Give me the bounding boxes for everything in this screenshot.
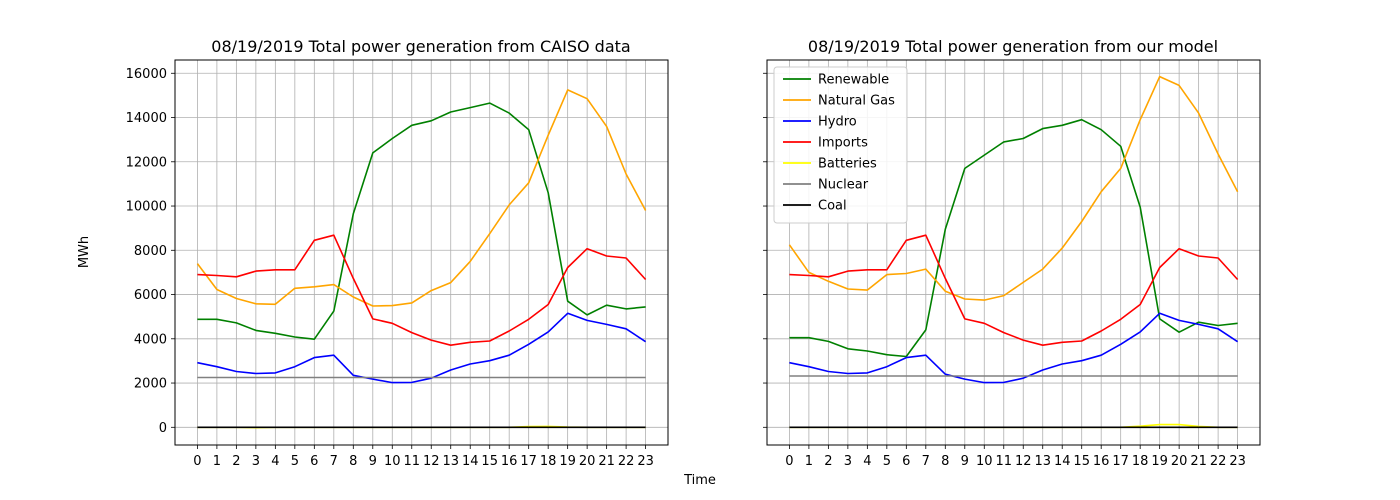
- y-tick-label: 16000: [126, 67, 167, 82]
- x-tick-label: 14: [462, 454, 479, 469]
- x-tick-label: 3: [844, 454, 852, 469]
- y-tick-label: 10000: [126, 200, 167, 215]
- x-tick-label: 18: [1132, 454, 1149, 469]
- x-tick-label: 19: [559, 454, 576, 469]
- chart-model: 08/19/2019 Total power generation from o…: [763, 37, 1261, 469]
- x-tick-label: 13: [1034, 454, 1051, 469]
- legend-label: Imports: [818, 136, 868, 151]
- x-tick-label: 7: [922, 454, 930, 469]
- x-axis: 0 1 2 3 4 5 6 7 8 9 10 11 12 13 14 15 16 17 18 19 20 21 22 23: [785, 445, 1246, 469]
- y-tick-label: 14000: [126, 111, 167, 126]
- x-tick-label: 22: [618, 454, 635, 469]
- series-line-renewable: [789, 118, 1238, 358]
- x-tick-label: 0: [785, 454, 793, 469]
- plot-frame: [174, 59, 669, 446]
- x-tick-label: 16: [1093, 454, 1110, 469]
- x-tick-label: 8: [941, 454, 949, 469]
- y-tick-label: 0: [159, 421, 167, 436]
- x-tick-label: 7: [330, 454, 338, 469]
- x-tick-label: 23: [637, 454, 654, 469]
- x-tick-label: 5: [291, 454, 299, 469]
- series-line-hydro: [789, 312, 1239, 384]
- x-tick-label: 17: [520, 454, 537, 469]
- x-tick-label: 15: [1073, 454, 1090, 469]
- x-tick-label: 5: [883, 454, 891, 469]
- legend-label: Coal: [818, 199, 847, 214]
- x-tick-label: 20: [1171, 454, 1188, 469]
- legend-label: Nuclear: [818, 178, 869, 193]
- x-tick-label: 12: [1015, 454, 1032, 469]
- x-tick-label: 13: [442, 454, 459, 469]
- grid: [175, 60, 668, 445]
- series-line-renewable: [197, 102, 646, 341]
- x-tick-label: 20: [579, 454, 596, 469]
- series-lines: [788, 75, 1239, 429]
- x-axis: 0 1 2 3 4 5 6 7 8 9 10 11 12 13 14 15 16 17 18 19 20 21 22 23: [193, 445, 654, 469]
- series-lines: [196, 89, 647, 429]
- y-axis: [763, 72, 767, 428]
- plot-frame: [766, 59, 1261, 446]
- legend: Renewable Natural Gas Hydro Imports Batterie…: [773, 66, 908, 224]
- x-tick-label: 16: [501, 454, 518, 469]
- x-tick-label: 9: [961, 454, 969, 469]
- x-tick-label: 9: [369, 454, 377, 469]
- legend-label: Batteries: [818, 157, 877, 172]
- series-line-hydro: [197, 312, 647, 384]
- legend-label: Hydro: [818, 115, 857, 130]
- y-axis: 0 2000 4000 6000 8000 10000 12000 14000 16000: [126, 67, 175, 436]
- series-line-imports: [789, 234, 1239, 347]
- x-tick-label: 18: [540, 454, 557, 469]
- x-tick-label: 15: [481, 454, 498, 469]
- y-tick-label: 6000: [134, 288, 167, 303]
- chart-title: 08/19/2019 Total power generation from o…: [808, 37, 1218, 56]
- x-axis-label: Time: [683, 473, 716, 488]
- series-line-natural-gas: [788, 75, 1239, 301]
- x-tick-label: 14: [1054, 454, 1071, 469]
- legend-label: Renewable: [818, 73, 889, 88]
- x-tick-label: 1: [805, 454, 813, 469]
- y-tick-label: 2000: [134, 377, 167, 392]
- x-tick-label: 4: [863, 454, 871, 469]
- series-line-imports: [197, 234, 647, 347]
- x-tick-label: 11: [995, 454, 1012, 469]
- x-tick-label: 19: [1151, 454, 1168, 469]
- x-tick-label: 8: [349, 454, 357, 469]
- x-tick-label: 23: [1229, 454, 1246, 469]
- x-tick-label: 22: [1210, 454, 1227, 469]
- y-axis-label: MWh: [77, 236, 92, 268]
- x-tick-label: 1: [213, 454, 221, 469]
- y-tick-label: 4000: [134, 332, 167, 347]
- x-tick-label: 11: [403, 454, 420, 469]
- x-tick-label: 6: [902, 454, 910, 469]
- x-tick-label: 17: [1112, 454, 1129, 469]
- chart-title: 08/19/2019 Total power generation from C…: [211, 37, 630, 56]
- x-tick-label: 2: [824, 454, 832, 469]
- x-tick-label: 2: [232, 454, 240, 469]
- x-tick-label: 0: [193, 454, 201, 469]
- x-tick-label: 21: [1190, 454, 1207, 469]
- x-tick-label: 4: [271, 454, 279, 469]
- x-tick-label: 6: [310, 454, 318, 469]
- x-tick-label: 10: [384, 454, 401, 469]
- x-tick-label: 3: [252, 454, 260, 469]
- series-line-natural-gas: [196, 89, 647, 307]
- x-tick-label: 10: [976, 454, 993, 469]
- legend-label: Natural Gas: [818, 94, 895, 109]
- x-tick-label: 21: [598, 454, 615, 469]
- x-tick-label: 12: [423, 454, 440, 469]
- y-tick-label: 8000: [134, 244, 167, 259]
- y-tick-label: 12000: [126, 155, 167, 170]
- chart-caiso: 08/19/2019 Total power generation from C…: [126, 37, 669, 469]
